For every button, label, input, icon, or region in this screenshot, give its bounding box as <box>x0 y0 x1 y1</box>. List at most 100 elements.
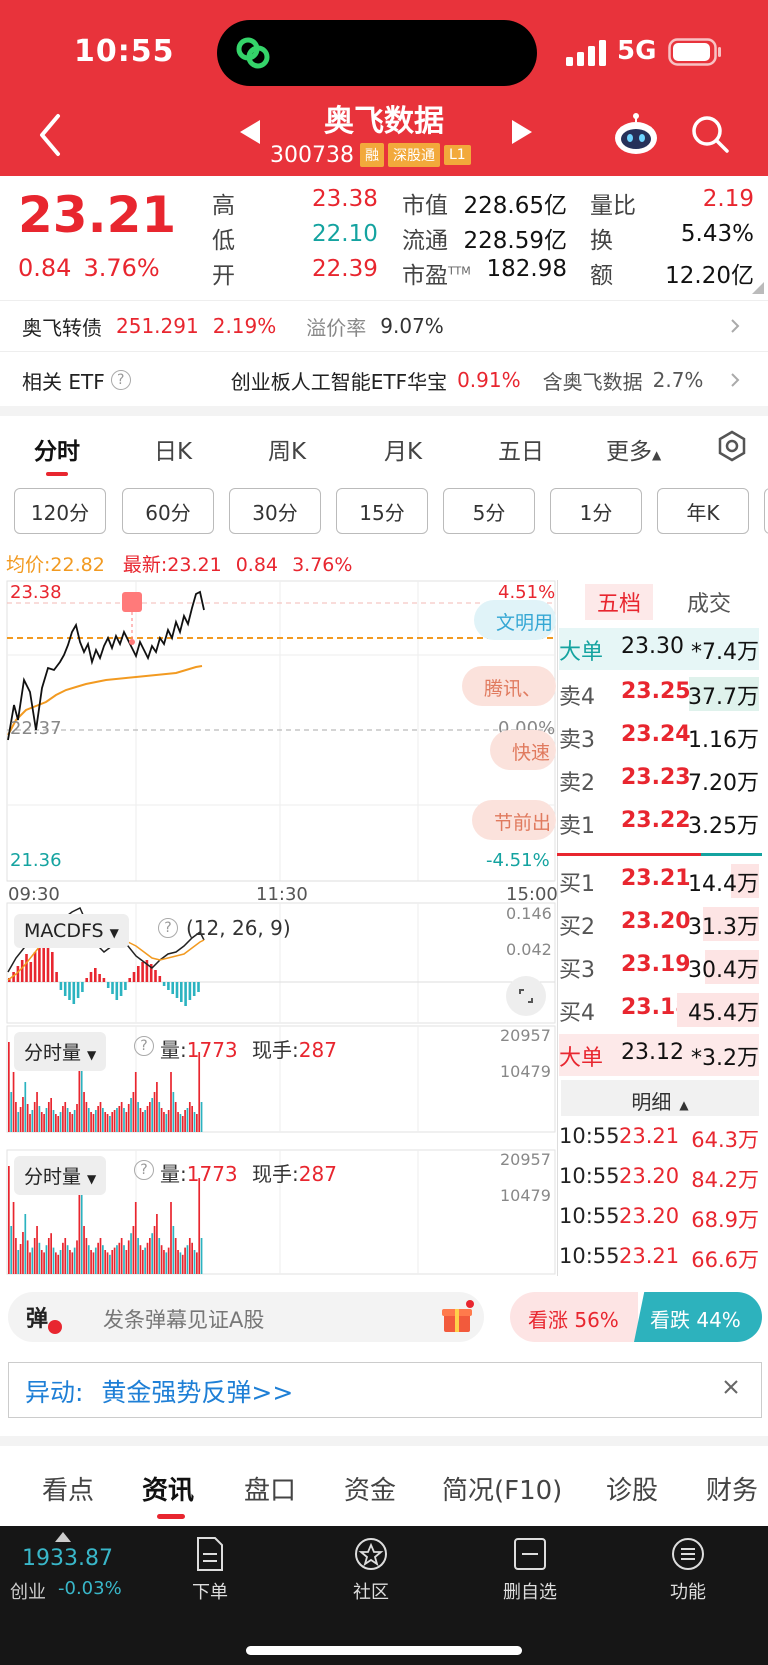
news-bubble-4[interactable]: 节前出 <box>472 800 556 840</box>
volume-bar <box>83 1092 85 1132</box>
volume-bars-1 <box>8 1042 203 1132</box>
close-icon[interactable] <box>721 1377 741 1397</box>
buy-marker-icon[interactable] <box>122 592 142 612</box>
volume-bar <box>200 1238 203 1274</box>
tab-more[interactable]: 更多▲ <box>606 439 662 465</box>
volume-bar <box>43 1114 45 1132</box>
volume-help-icon[interactable]: ? <box>134 1160 154 1180</box>
price-change: 0.84 3.76% <box>18 254 172 282</box>
volume-bar <box>156 1082 158 1132</box>
macd-indicator-selector[interactable]: MACDFS ▼ <box>14 914 129 948</box>
big-sell-row: 大单 23.30 *7.4万 <box>559 628 759 670</box>
fullscreen-expand-icon[interactable] <box>506 976 546 1016</box>
time-label-open: 09:30 <box>8 884 60 905</box>
tab-trades[interactable]: 成交 <box>687 592 732 617</box>
volume-bar <box>24 1082 27 1132</box>
vote-bearish-button[interactable]: 看跌 44% <box>634 1292 762 1342</box>
bid-row-2[interactable]: 买2 23.20 31.3万 <box>559 907 759 941</box>
settings-hexagon-icon[interactable] <box>716 430 748 462</box>
bottom-item-functions[interactable]: 功能 <box>643 1536 733 1604</box>
convertible-bond-row[interactable]: 奥飞转债 251.291 2.19% 溢价率 9.07% <box>0 300 768 352</box>
news-tab-diagnosis[interactable]: 诊股 <box>606 1476 659 1506</box>
volume-bar <box>19 1107 22 1132</box>
tab-intraday[interactable]: 分时 <box>34 439 80 465</box>
back-icon[interactable] <box>36 110 66 160</box>
ask-row-2[interactable]: 卖2 23.23 7.20万 <box>559 765 759 796</box>
stat-market-cap: 市值 228.65亿 <box>402 193 567 219</box>
news-bubble-1[interactable]: 文明用 <box>474 600 556 640</box>
related-etf-row[interactable]: 相关 ETF ? 创业板人工智能ETF华宝 0.91% 含奥飞数据 2.7% <box>0 354 768 406</box>
news-bubble-2[interactable]: 腾讯、阿 <box>462 666 556 706</box>
volume-bar <box>132 1226 135 1274</box>
chevron-right-icon <box>731 373 740 387</box>
volume-bar <box>113 1110 116 1132</box>
volume-scale-2a: 20957 <box>500 1150 551 1169</box>
detail-toggle[interactable]: 明细 ▲ <box>561 1080 759 1116</box>
macd-value-1: 0.146 <box>506 904 552 923</box>
danmu-check-icon <box>48 1320 62 1334</box>
volume-bar <box>12 1072 15 1132</box>
macd-bar <box>25 954 28 982</box>
volume-bar <box>8 1166 10 1274</box>
danmu-input[interactable]: 弹 发条弹幕见证A股 <box>8 1292 484 1342</box>
bid-row-3[interactable]: 买3 23.19 30.4万 <box>559 950 759 984</box>
prev-stock-arrow-icon[interactable] <box>240 120 260 144</box>
period-chip-year-k[interactable]: 年K <box>657 488 749 534</box>
macd-help-icon[interactable]: ? <box>158 918 178 938</box>
news-tab-funds[interactable]: 资金 <box>344 1476 397 1506</box>
volume-bar <box>90 1112 92 1132</box>
ask-row-1[interactable]: 卖1 23.22 3.25万 <box>559 808 759 839</box>
volume-bar <box>179 1252 182 1274</box>
news-tab-news[interactable]: 资讯 <box>142 1476 195 1506</box>
period-chip-30[interactable]: 30分 <box>229 488 321 534</box>
tab-weekly-k[interactable]: 周K <box>268 439 307 465</box>
volume-bar <box>85 1102 88 1132</box>
help-icon[interactable]: ? <box>110 370 131 390</box>
movement-alert-banner[interactable]: 异动: 黄金强势反弹>> <box>8 1362 762 1418</box>
tab-five-day[interactable]: 五日 <box>498 439 544 465</box>
news-tab-finance[interactable]: 财务 <box>706 1476 759 1506</box>
tab-five-level[interactable]: 五档 <box>585 584 654 620</box>
bid-row-4[interactable]: 买4 23.18 45.4万 <box>559 993 759 1027</box>
expand-corner-icon[interactable] <box>752 282 764 294</box>
index-value[interactable]: 1933.87 <box>22 1546 113 1571</box>
intraday-chart-area[interactable]: 23.38 22.37 21.36 4.51% 0.00% -4.51% 文明用… <box>6 580 558 1276</box>
next-stock-arrow-icon[interactable] <box>512 120 532 144</box>
volume-indicator-selector-1[interactable]: 分时量 ▼ <box>14 1032 107 1071</box>
bid-row-1[interactable]: 买1 23.21 14.4万 <box>559 864 759 898</box>
news-tab-active-indicator <box>157 1514 185 1519</box>
premium-label: 溢价率 <box>306 315 367 340</box>
volume-bar <box>73 1247 76 1274</box>
period-chip-overflow[interactable] <box>764 488 768 534</box>
robot-assistant-icon[interactable] <box>612 112 660 156</box>
news-bubble-3[interactable]: 快速 <box>490 730 556 770</box>
bottom-item-remove-watchlist[interactable]: 删自选 <box>485 1536 575 1604</box>
volume-help-icon[interactable]: ? <box>134 1036 154 1056</box>
period-chip-120[interactable]: 120分 <box>14 488 106 534</box>
ask-row-4[interactable]: 卖4 23.25 37.7万 <box>559 677 759 711</box>
macd-bar <box>98 974 101 982</box>
tab-monthly-k[interactable]: 月K <box>384 439 423 465</box>
macd-bar <box>68 982 71 1000</box>
gift-icon[interactable] <box>440 1300 474 1334</box>
period-chip-5[interactable]: 5分 <box>443 488 535 534</box>
news-tab-highlights[interactable]: 看点 <box>42 1476 95 1506</box>
volume-value-1: 量:1773 <box>160 1038 238 1062</box>
news-tab-profile[interactable]: 简况(F10) <box>442 1476 563 1506</box>
bottom-item-community[interactable]: 社区 <box>326 1536 416 1604</box>
volume-bar <box>33 1102 36 1132</box>
period-chip-60[interactable]: 60分 <box>122 488 214 534</box>
news-tab-orderflow[interactable]: 盘口 <box>244 1476 297 1506</box>
period-chip-1[interactable]: 1分 <box>550 488 642 534</box>
vote-bullish-button[interactable]: 看涨 56% <box>510 1292 638 1342</box>
index-caret-up-icon[interactable] <box>55 1532 71 1542</box>
search-icon[interactable] <box>690 114 730 154</box>
period-chip-15[interactable]: 15分 <box>336 488 428 534</box>
bottom-item-order[interactable]: 下单 <box>165 1536 255 1604</box>
home-indicator <box>246 1646 522 1655</box>
ask-row-3[interactable]: 卖3 23.24 1.16万 <box>559 722 759 753</box>
tab-daily-k[interactable]: 日K <box>154 439 193 465</box>
macd-bar <box>171 982 174 994</box>
volume-bar <box>97 1242 99 1274</box>
volume-indicator-selector-2[interactable]: 分时量 ▼ <box>14 1156 107 1195</box>
